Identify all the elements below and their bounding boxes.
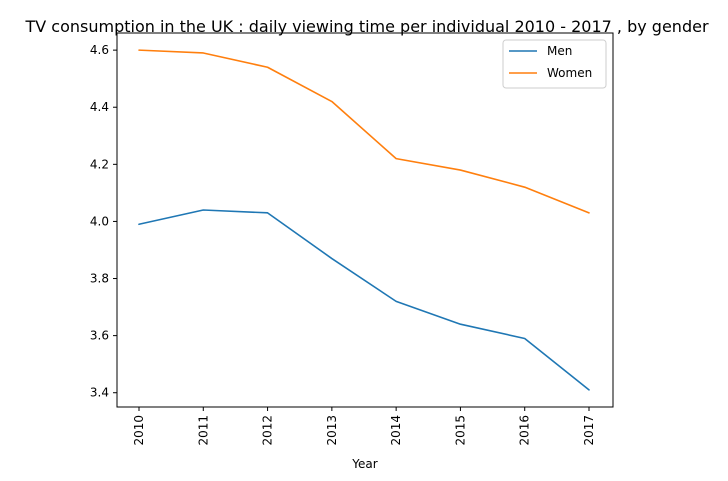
x-tick-label: 2012 [261, 415, 275, 446]
x-tick-label: 2014 [389, 415, 403, 446]
legend-label-men: Men [547, 44, 572, 58]
x-tick-label: 2010 [132, 415, 146, 446]
y-tick-label: 4.0 [90, 214, 109, 228]
y-tick-label: 3.4 [90, 386, 109, 400]
x-axis: 2010 2011 2012 2013 2014 2015 2016 2017 [132, 407, 596, 446]
y-tick-label: 4.4 [90, 100, 109, 114]
x-tick-label: 2011 [196, 415, 210, 446]
plot-frame [117, 33, 613, 407]
y-tick-label: 3.6 [90, 329, 109, 343]
x-axis-label: Year [351, 457, 377, 471]
x-tick-label: 2015 [453, 415, 467, 446]
y-tick-label: 4.6 [90, 43, 109, 57]
y-tick-label: 4.2 [90, 157, 109, 171]
x-tick-label: 2013 [325, 415, 339, 446]
legend-label-women: Women [547, 66, 592, 80]
y-tick-label: 3.8 [90, 272, 109, 286]
y-axis: 3.4 3.6 3.8 4.0 4.2 4.4 4.6 [90, 43, 117, 400]
plot-area [139, 50, 589, 390]
series-line-men [139, 210, 589, 390]
x-tick-label: 2016 [518, 415, 532, 446]
legend: Men Women [503, 40, 606, 88]
x-tick-label: 2017 [582, 415, 596, 446]
